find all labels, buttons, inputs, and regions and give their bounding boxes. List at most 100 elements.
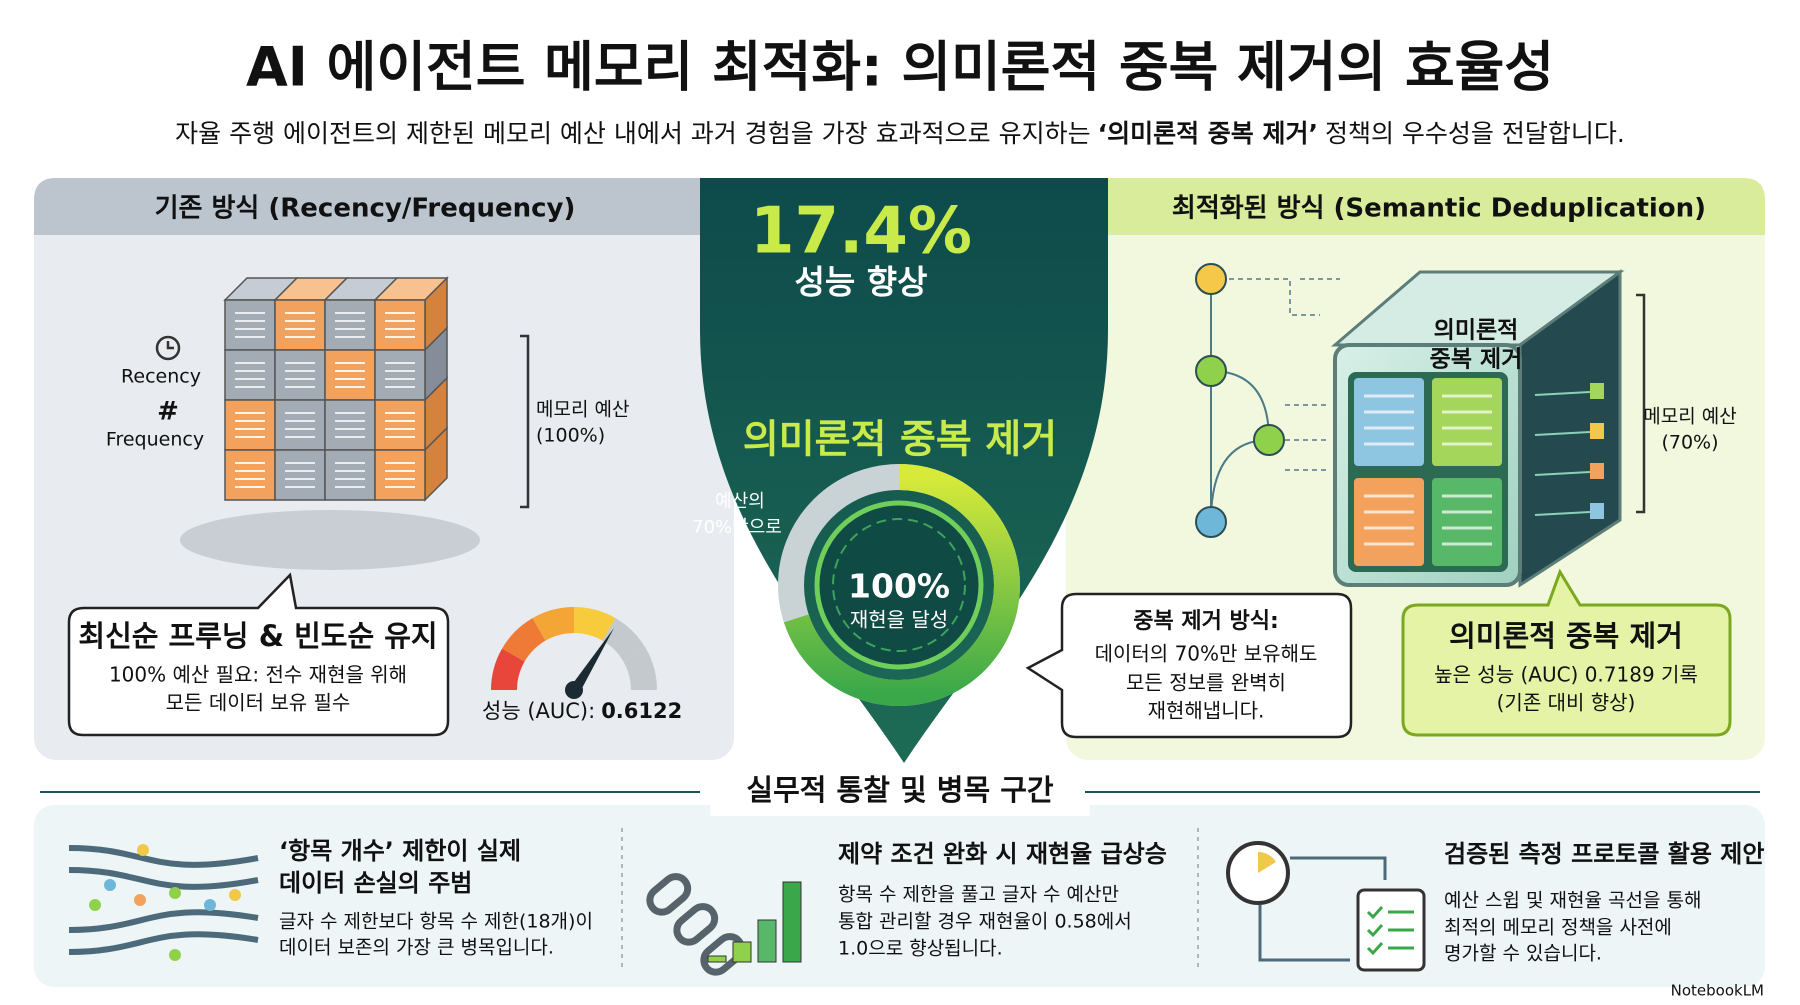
cube-flow bbox=[1534, 511, 1591, 516]
funnel bbox=[68, 909, 259, 955]
right-budget-line: (70%) bbox=[1661, 432, 1718, 454]
growth-bar bbox=[707, 955, 727, 963]
item-body: 예산 스윕 및 재현율 곡선을 통해 bbox=[1444, 890, 1701, 912]
item-title: 제약 조건 완화 시 재현율 급상승 bbox=[838, 840, 1167, 868]
item-body: 1.0으로 향상됩니다. bbox=[838, 938, 1003, 960]
cube-tile bbox=[1354, 378, 1424, 466]
subtitle-bold: ‘의미론적 중복 제거’ bbox=[1098, 119, 1318, 148]
particle bbox=[229, 889, 241, 901]
right-heading: 최적화된 방식 (Semantic Deduplication) bbox=[1172, 194, 1706, 224]
recall-value: 100% bbox=[848, 567, 950, 606]
puddle bbox=[180, 510, 480, 570]
cube-face bbox=[324, 449, 376, 501]
network-node bbox=[1253, 424, 1285, 456]
ring-fill bbox=[783, 464, 1020, 706]
improvement: 17.4% bbox=[750, 195, 972, 269]
left-callout-title: 최신순 프루닝 & 빈도순 유지 bbox=[78, 619, 437, 653]
right-callout-line: (기존 대비 향상) bbox=[1497, 691, 1636, 715]
left-budget-line: (100%) bbox=[536, 425, 605, 447]
budget-note: 예산의 bbox=[715, 491, 765, 512]
network-link bbox=[1211, 278, 1340, 316]
cube-face bbox=[374, 349, 426, 401]
improvement-label: 성능 향상 bbox=[795, 263, 928, 302]
cube-face bbox=[324, 349, 376, 401]
network-node bbox=[1195, 506, 1227, 538]
recall-ring bbox=[778, 464, 1020, 706]
gauge-segment bbox=[573, 607, 616, 641]
gauge bbox=[491, 607, 657, 699]
particle bbox=[169, 949, 181, 961]
chain-link bbox=[673, 903, 719, 946]
center-callout bbox=[1025, 592, 1353, 739]
insights-title-bg bbox=[710, 768, 1090, 816]
cube-tile bbox=[1432, 478, 1502, 566]
subtitle-start: 자율 주행 에이전트의 제한된 메모리 예산 내에서 과거 경험을 가장 효과적… bbox=[175, 119, 1090, 148]
cube-flow bbox=[1534, 431, 1591, 436]
growth-bar bbox=[782, 881, 802, 963]
recency-icon bbox=[155, 335, 181, 361]
center-callout-line: 재현해냅니다. bbox=[1148, 699, 1265, 723]
check bbox=[1366, 941, 1414, 956]
cycle-arrow bbox=[1258, 856, 1387, 962]
budget-bracket bbox=[520, 334, 530, 509]
gauge-segment bbox=[491, 648, 525, 691]
item-body: 최적의 메모리 정책을 사전에 bbox=[1444, 917, 1672, 939]
recency-label: Recency bbox=[121, 366, 201, 388]
right-budget-line: 메모리 예산 bbox=[1643, 406, 1736, 428]
cube-port bbox=[1590, 423, 1604, 439]
left-callout-line: 모든 데이터 보유 필수 bbox=[166, 691, 351, 715]
center-callout-line: 모든 정보를 완벽히 bbox=[1126, 671, 1286, 695]
item-title: 검증된 측정 프로토콜 활용 제안 bbox=[1444, 840, 1764, 868]
insights-title: 실무적 통찰 및 병목 구간 bbox=[746, 773, 1054, 807]
cube-face bbox=[224, 399, 276, 451]
right-callout-line: 높은 성능 (AUC) 0.7189 기록 bbox=[1434, 663, 1698, 687]
cube-face bbox=[324, 299, 376, 351]
item-body: 항목 수 제한을 풀고 글자 수 예산만 bbox=[838, 884, 1119, 906]
particle bbox=[137, 844, 149, 856]
ring-inner bbox=[814, 500, 984, 670]
budget-note: 70%만으로 bbox=[692, 517, 782, 538]
cube-port bbox=[1590, 383, 1604, 399]
growth-bar bbox=[757, 919, 777, 963]
cube-port bbox=[1590, 463, 1604, 479]
subtitle: 자율 주행 에이전트의 제한된 메모리 예산 내에서 과거 경험을 가장 효과적… bbox=[175, 119, 1625, 148]
cube-face bbox=[374, 399, 426, 451]
chain-link bbox=[700, 933, 746, 976]
particle bbox=[89, 899, 101, 911]
left-callout bbox=[67, 572, 450, 737]
cube-face bbox=[374, 449, 426, 501]
chain-link bbox=[646, 873, 692, 916]
gauge-segment bbox=[532, 607, 575, 641]
gauge-needle bbox=[568, 628, 614, 692]
gauge-label-text: 성능 (AUC): bbox=[482, 699, 595, 723]
title: AI 에이전트 메모리 최적화: 의미론적 중복 제거의 효율성 bbox=[246, 36, 1554, 99]
particle bbox=[134, 894, 146, 906]
funnel bbox=[68, 845, 259, 890]
ring-inner bbox=[832, 518, 966, 652]
gauge-segment bbox=[502, 618, 546, 662]
particle bbox=[204, 899, 216, 911]
cube-label: 의미론적 bbox=[1434, 318, 1519, 344]
left-budget-line: 메모리 예산 bbox=[536, 399, 629, 421]
cube-flow bbox=[1534, 471, 1591, 476]
particle bbox=[104, 879, 116, 891]
cube-face bbox=[224, 449, 276, 501]
particle bbox=[169, 887, 181, 899]
network-node bbox=[1195, 355, 1227, 387]
growth-bar bbox=[732, 941, 752, 963]
item-body: 통합 관리할 경우 재현율이 0.58에서 bbox=[838, 911, 1132, 933]
cube-tile bbox=[1354, 478, 1424, 566]
item-body: 글자 수 제한보다 항목 수 제한(18개)이 bbox=[279, 911, 593, 933]
cube-face bbox=[274, 399, 326, 451]
cube-flow bbox=[1534, 391, 1591, 396]
item-title: 데이터 손실의 주범 bbox=[279, 869, 472, 897]
memory-cube-optimized bbox=[1330, 269, 1625, 588]
cube-face bbox=[324, 399, 376, 451]
cube-label: 중복 제거 bbox=[1430, 347, 1523, 373]
cube-face bbox=[374, 299, 426, 351]
cube-face bbox=[224, 349, 276, 401]
insights-panel bbox=[34, 805, 1765, 987]
memory-cube-legacy bbox=[180, 276, 480, 570]
center-callout-title: 중복 제거 방식: bbox=[1133, 609, 1279, 634]
